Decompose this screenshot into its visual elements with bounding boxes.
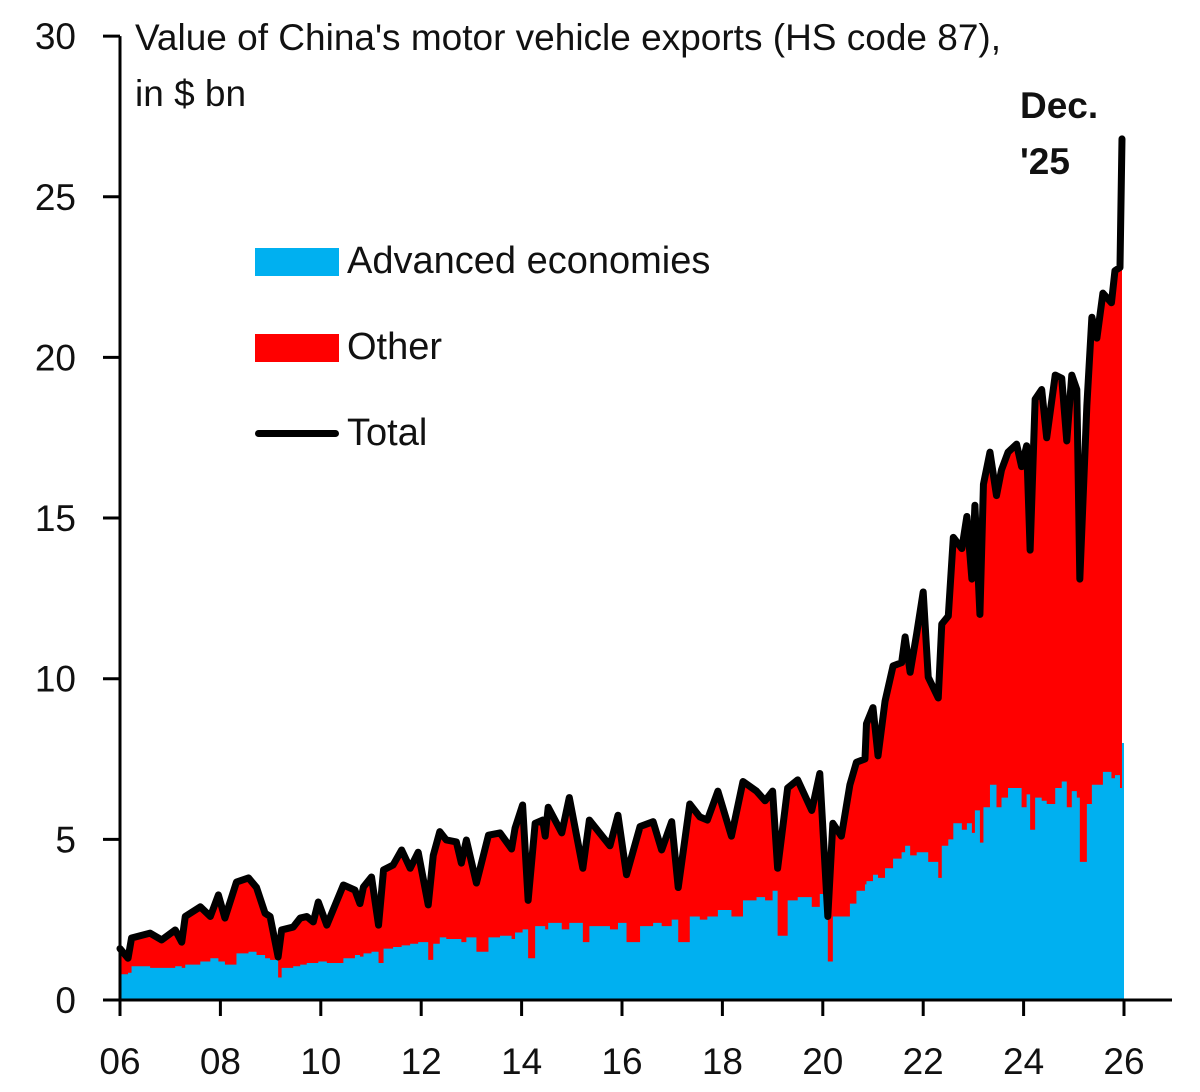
chart-subtitle: in $ bn	[135, 73, 247, 114]
legend-item-advanced: Advanced economies	[255, 240, 710, 283]
legend-swatch-advanced	[255, 247, 339, 276]
legend-swatch-total	[255, 430, 339, 437]
axes: 0 5 10 15 20 25 30 06 08 10 12 14 16 18 20 22 24 26	[35, 16, 1172, 1082]
x-tick-label: 26	[1103, 1041, 1144, 1082]
x-tick-label: 18	[702, 1041, 743, 1082]
chart-title: Value of China's motor vehicle exports (…	[135, 10, 1001, 122]
x-tick-label: 16	[601, 1041, 642, 1082]
x-tick-label: 12	[401, 1041, 442, 1082]
y-tick-label: 10	[35, 659, 76, 700]
y-tick-label: 15	[35, 498, 76, 539]
area-other	[120, 138, 1122, 1000]
y-tick-label: 25	[35, 177, 76, 218]
x-tick-label: 24	[1003, 1041, 1044, 1082]
chart-title-line1: Value of China's motor vehicle exports (…	[135, 17, 1002, 58]
x-tick-label: 14	[501, 1041, 542, 1082]
annotation-line1: Dec.	[1020, 85, 1099, 126]
x-tick-label: 06	[99, 1041, 140, 1082]
y-tick-label: 0	[55, 980, 76, 1021]
legend-item-total: Total	[255, 412, 427, 455]
y-tick-label: 5	[55, 819, 76, 860]
legend-label-total: Total	[347, 412, 428, 454]
annotation-line2: '25	[1020, 141, 1070, 182]
y-tick-label: 20	[35, 337, 76, 378]
legend-label-advanced: Advanced economies	[347, 240, 711, 282]
y-tick-label: 30	[35, 16, 76, 57]
legend-item-other: Other	[255, 326, 442, 369]
legend-label-other: Other	[347, 326, 443, 368]
x-tick-label: 20	[802, 1041, 843, 1082]
legend-swatch-other	[255, 333, 339, 362]
x-tick-label: 22	[903, 1041, 944, 1082]
x-tick-label: 08	[200, 1041, 241, 1082]
annotation-dec-25: Dec. '25	[1020, 78, 1098, 190]
x-tick-label: 10	[300, 1041, 341, 1082]
line-total	[116, 135, 1126, 962]
plot-area	[116, 135, 1126, 1000]
area-advanced-economies	[120, 742, 1124, 1000]
